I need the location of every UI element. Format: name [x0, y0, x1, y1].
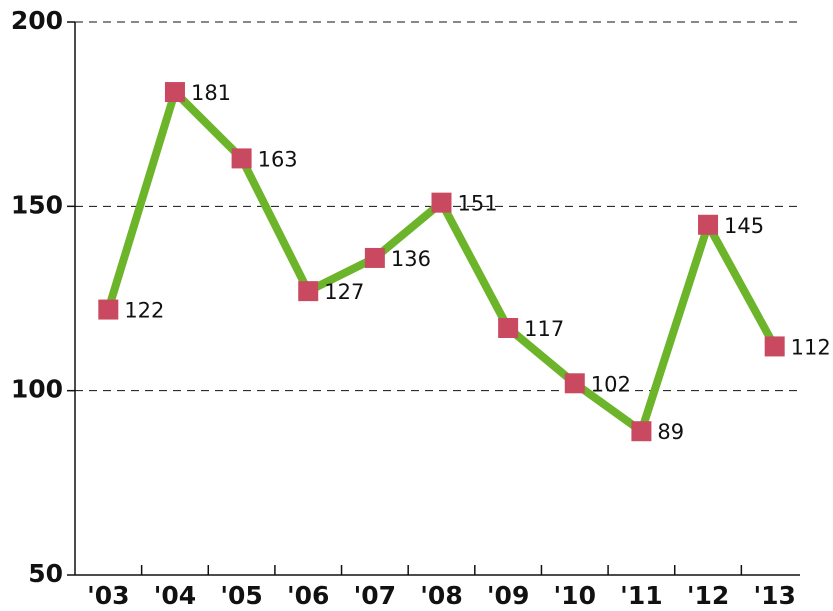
x-tick-label: '13 — [753, 581, 795, 610]
marker — [98, 299, 119, 320]
marker — [631, 421, 652, 442]
x-tick-label: '11 — [620, 581, 662, 610]
y-tick-label: 200 — [11, 6, 63, 35]
y-tick-label: 50 — [28, 559, 63, 588]
marker — [431, 192, 452, 213]
marker — [498, 317, 519, 338]
x-tick-label: '09 — [487, 581, 529, 610]
x-tick-label: '08 — [420, 581, 462, 610]
data-label: 102 — [591, 372, 631, 396]
x-tick-label: '03 — [87, 581, 129, 610]
data-label: 89 — [657, 420, 684, 444]
marker — [564, 373, 585, 394]
data-label: 117 — [524, 317, 564, 341]
x-tick-label: '05 — [220, 581, 262, 610]
data-label: 112 — [791, 335, 831, 359]
x-tick-label: '12 — [687, 581, 729, 610]
marker — [231, 148, 252, 169]
data-label: 151 — [458, 192, 498, 216]
data-label: 145 — [724, 214, 764, 238]
x-tick-label: '06 — [287, 581, 329, 610]
y-tick-label: 100 — [11, 375, 63, 404]
data-label: 181 — [191, 81, 231, 105]
y-tick-label: 150 — [11, 190, 63, 219]
data-label: 136 — [391, 247, 431, 271]
x-tick-label: '10 — [554, 581, 596, 610]
marker — [764, 336, 785, 357]
marker — [698, 214, 719, 235]
marker — [364, 247, 385, 268]
x-tick-label: '07 — [354, 581, 396, 610]
data-label: 127 — [324, 280, 364, 304]
marker — [164, 82, 185, 103]
marker — [298, 281, 319, 302]
line — [104, 84, 779, 438]
data-label: 163 — [258, 147, 298, 171]
x-tick-label: '04 — [154, 581, 196, 610]
data-label: 122 — [124, 299, 164, 323]
